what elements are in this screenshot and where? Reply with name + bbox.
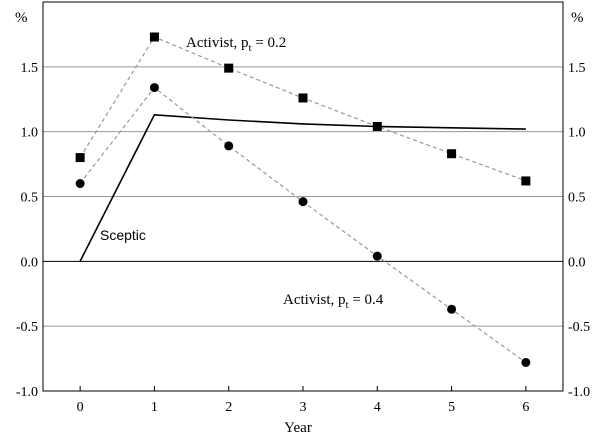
series-line-1 — [79, 36, 527, 182]
label-sceptic: Sceptic — [100, 227, 146, 243]
series-line-0 — [79, 113, 526, 262]
y-tick-label-left: 1.5 — [21, 61, 39, 76]
data-point-square — [372, 121, 382, 131]
data-point-circle — [149, 83, 159, 93]
y-axis-unit-left: % — [15, 10, 28, 26]
x-tick-label: 4 — [374, 400, 381, 415]
y-tick-label-right: 1.0 — [568, 126, 586, 141]
y-tick-label-left: -1.0 — [16, 385, 38, 400]
data-point-circle — [372, 251, 382, 261]
x-tick-label: 5 — [448, 400, 455, 415]
y-axis-unit-right: % — [571, 10, 584, 26]
y-tick-label-right: -1.0 — [568, 385, 590, 400]
y-tick-label-right: -0.5 — [568, 320, 590, 335]
x-tick-label: 2 — [225, 400, 232, 415]
x-tick-label: 1 — [151, 400, 158, 415]
data-point-circle — [447, 304, 457, 314]
x-tick-label: 6 — [522, 400, 529, 415]
y-tick-label-left: -0.5 — [16, 320, 38, 335]
data-point-circle — [521, 357, 531, 367]
x-axis-title: Year — [284, 420, 312, 435]
label-activist-0-4: Activist, pt = 0.4 — [283, 292, 384, 311]
y-tick-label-right: 0.0 — [568, 255, 586, 270]
y-tick-label-left: 0.0 — [21, 255, 39, 270]
data-point-square — [521, 176, 531, 186]
data-point-circle — [75, 179, 85, 189]
y-tick-label-right: 0.5 — [568, 191, 586, 206]
data-point-square — [149, 32, 159, 42]
data-point-square — [298, 93, 308, 103]
data-point-square — [447, 149, 457, 159]
x-tick-label: 0 — [77, 400, 84, 415]
x-tick-label: 3 — [300, 400, 307, 415]
data-point-square — [75, 153, 85, 163]
series — [75, 32, 531, 367]
data-point-circle — [224, 141, 234, 151]
data-point-circle — [298, 197, 308, 207]
y-tick-label-left: 0.5 — [21, 191, 39, 206]
y-tick-label-right: 1.5 — [568, 61, 586, 76]
y-tick-label-left: 1.0 — [21, 126, 39, 141]
ticks: -1.0 -1.0 -0.5 -0.5 0.0 0.0 0.5 0.5 1.0 1.0 1.5 1.5… — [16, 61, 590, 415]
label-activist-0-2: Activist, pt = 0.2 — [186, 35, 286, 54]
data-point-square — [224, 63, 234, 73]
